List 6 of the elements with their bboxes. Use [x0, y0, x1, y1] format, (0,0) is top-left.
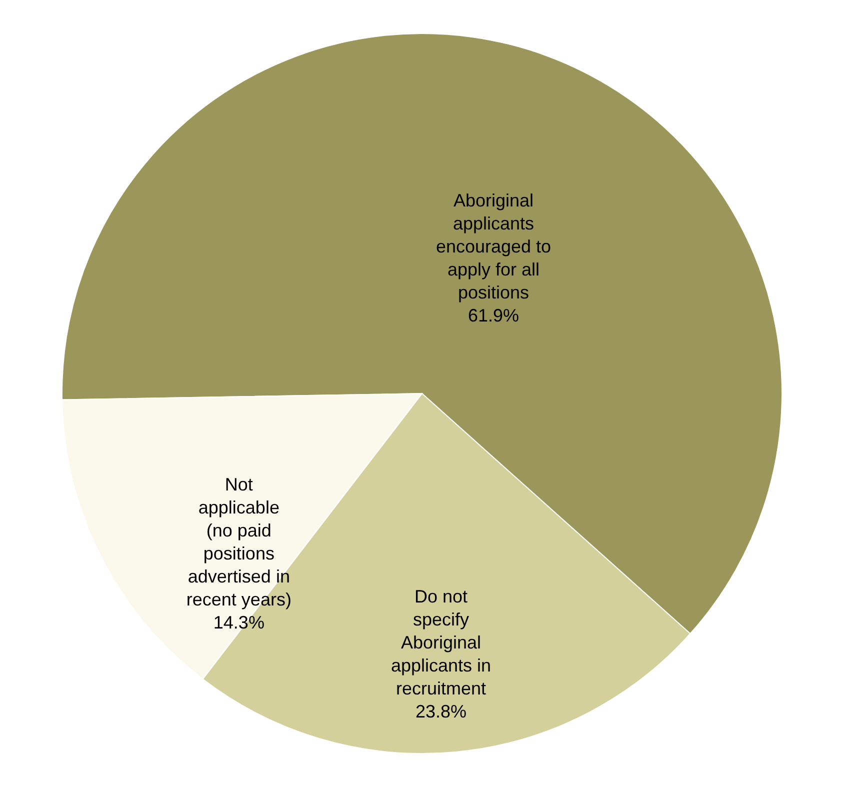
slice-label: Not applicable (no paid positions advertised in recent years) — [186, 474, 292, 610]
slice-label: Aboriginal applicants encouraged to apply for all positions — [436, 190, 552, 302]
slice-label: Do not specify Aboriginal applicants in recruitment — [390, 586, 492, 699]
data-label: 23.8% — [415, 702, 467, 722]
data-label: 61.9% — [468, 305, 520, 326]
data-label: 14.3% — [213, 612, 264, 633]
